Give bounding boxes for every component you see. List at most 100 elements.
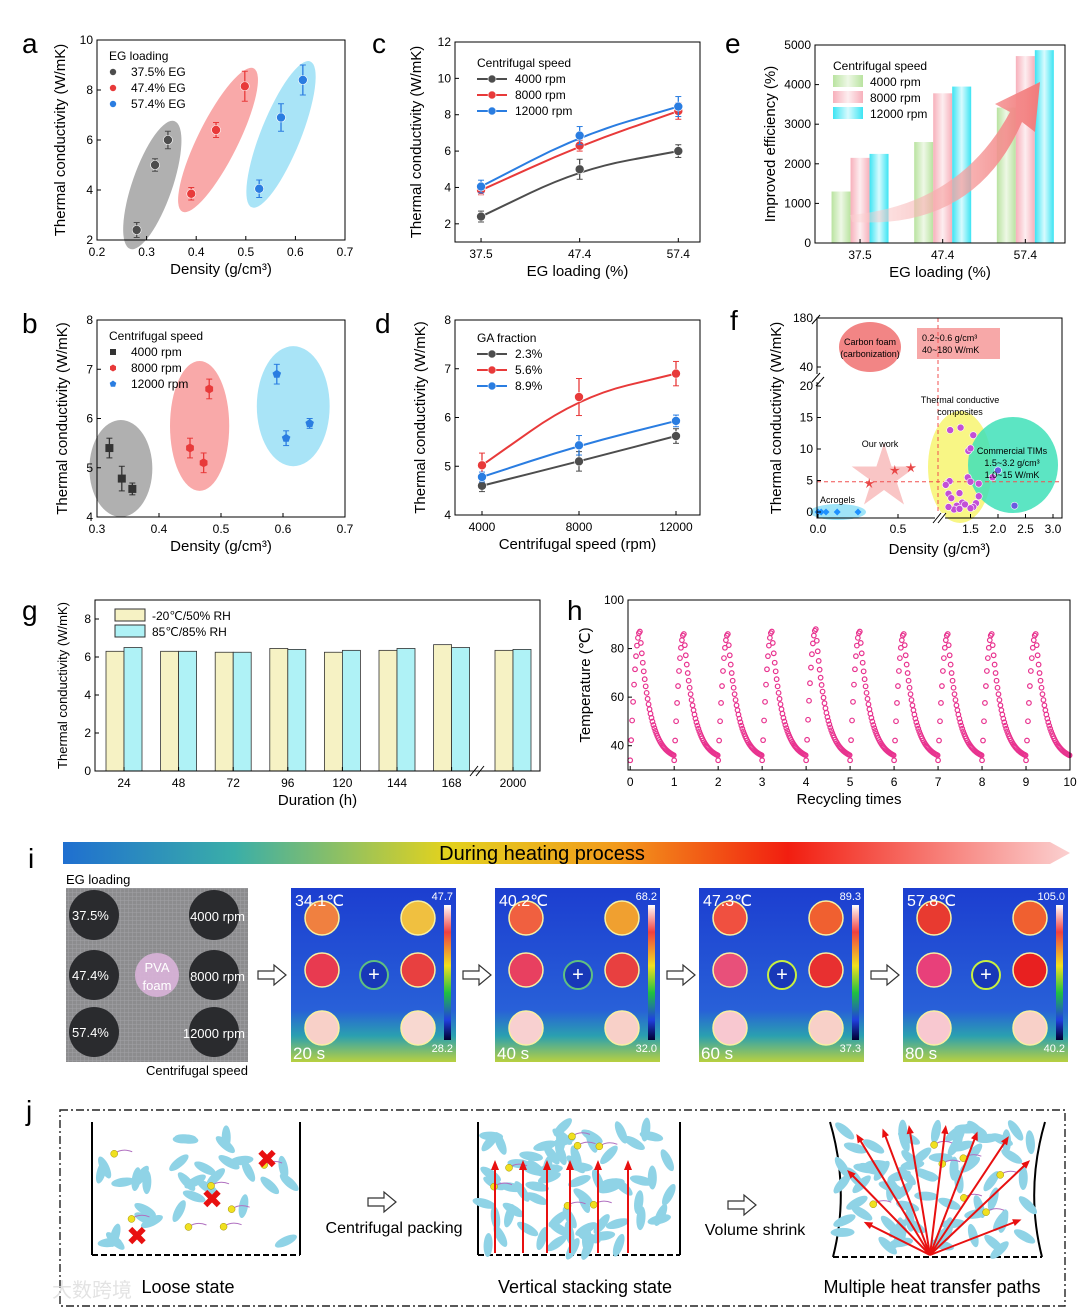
y-tick-label: 10	[438, 71, 452, 85]
scale-max: 47.7	[432, 891, 453, 903]
filler-particle	[241, 1160, 256, 1182]
data-point	[986, 637, 993, 644]
filler-particle	[965, 1143, 983, 1163]
x-tick-label: 144	[387, 776, 407, 790]
filler-particle	[581, 1237, 594, 1260]
schematic-frame	[59, 1109, 1066, 1307]
sample-disc	[916, 952, 952, 988]
data-point	[732, 697, 739, 703]
y-axis-label: Thermal conductivity (W/mK)	[54, 322, 71, 515]
bar	[850, 157, 870, 243]
data-point	[673, 101, 684, 112]
data-point	[896, 668, 902, 674]
data-point	[950, 684, 957, 691]
data-point	[678, 644, 684, 651]
data-point	[1036, 670, 1043, 676]
y-tick-label: 10	[80, 33, 94, 47]
binder-dot	[227, 1205, 236, 1213]
data-point	[852, 666, 858, 673]
data-point	[966, 504, 975, 513]
filler-particle	[600, 1145, 618, 1165]
data-point	[726, 652, 733, 659]
data-point	[905, 677, 912, 684]
data-point	[629, 717, 636, 724]
filler-particle	[577, 1231, 601, 1244]
annotation-carbon-foam: Carbon foam	[844, 337, 896, 347]
eg-loading-label: 47.4%	[72, 968, 109, 983]
y-axis-label: Thermal conductivity (W/mK)	[52, 44, 69, 237]
data-point	[648, 714, 655, 721]
x-tick-label: 0.0	[810, 522, 827, 536]
data-point	[131, 225, 142, 235]
state-label: Loose state	[141, 1277, 234, 1297]
data-point	[900, 631, 907, 637]
data-point	[849, 717, 855, 724]
filler-particle	[133, 1165, 149, 1187]
panel-e: Centrifugal speed 4000 rpm 8000 rpm 12000 r…	[725, 28, 1066, 281]
data-point	[775, 689, 782, 696]
filler-particle	[612, 1233, 625, 1257]
annotation-range: 40~180 W/mK	[922, 345, 979, 355]
bar	[952, 86, 972, 243]
data-point	[631, 681, 637, 688]
data-point	[979, 757, 985, 764]
sample-disc	[712, 952, 748, 988]
filler-particle	[552, 1128, 573, 1145]
temperature-readout: 40.2℃	[499, 893, 548, 910]
filler-particle	[111, 1177, 136, 1187]
legend-label: 47.4% EG	[131, 81, 186, 95]
binder-dot	[996, 1171, 1005, 1179]
x-tick-label: 7	[935, 775, 942, 789]
data-point	[904, 670, 911, 676]
filler-particle	[1025, 1130, 1035, 1155]
filler-particle	[846, 1195, 868, 1210]
pva-foam-disc	[135, 953, 179, 997]
crosshair-icon: +	[980, 964, 992, 986]
bar	[269, 648, 289, 772]
data-point	[1023, 757, 1029, 764]
data-point	[695, 725, 702, 732]
data-point	[727, 661, 734, 668]
x-tick-label: 0.7	[337, 522, 354, 536]
data-point	[860, 668, 867, 675]
y-tick-label: 15	[800, 411, 814, 425]
data-point	[722, 637, 729, 644]
data-point	[949, 677, 956, 684]
data-point	[816, 666, 823, 673]
panel-letter: i	[28, 843, 34, 874]
filler-particle	[472, 1197, 496, 1209]
x-tick-label: 12000	[659, 520, 693, 534]
arrow-head-icon	[594, 1160, 602, 1170]
data-point	[894, 700, 900, 706]
data-point	[869, 718, 876, 725]
heat-path-arrow	[929, 1141, 1006, 1256]
data-point	[827, 724, 834, 731]
data-point	[814, 648, 821, 655]
x-tick-label: 37.5	[469, 247, 493, 261]
filler-particle	[960, 1156, 981, 1173]
data-point	[983, 683, 989, 689]
data-point	[117, 474, 126, 483]
data-point	[988, 473, 997, 482]
filler-particle	[914, 1191, 939, 1201]
y-axis-label: Temperature (℃)	[577, 627, 594, 742]
eg-loading-label: 57.4%	[72, 1025, 109, 1040]
filler-particle	[950, 1140, 974, 1152]
filler-particle	[568, 1175, 591, 1188]
binder-dot	[595, 1142, 604, 1151]
data-point	[783, 725, 790, 731]
x-tick-label: 8000	[566, 520, 593, 534]
data-point	[859, 659, 866, 666]
scale-min: 28.2	[432, 1043, 453, 1055]
panel-f: Carbon foam (carbonization) 0.2~0.6 g/cm³ 4…	[730, 305, 1063, 558]
filler-particle	[274, 1234, 297, 1248]
bar	[123, 647, 143, 772]
panel-letter: d	[375, 308, 391, 339]
x-tick-label: 72	[227, 776, 241, 790]
data-point	[854, 508, 862, 516]
temperature-readout: 47.3℃	[703, 893, 752, 910]
x-axis-label: Density (g/cm³)	[170, 538, 272, 555]
watermark: 大数跨境	[52, 1279, 132, 1302]
y-tick-label: 1000	[784, 196, 811, 210]
legend-marker	[110, 349, 116, 355]
